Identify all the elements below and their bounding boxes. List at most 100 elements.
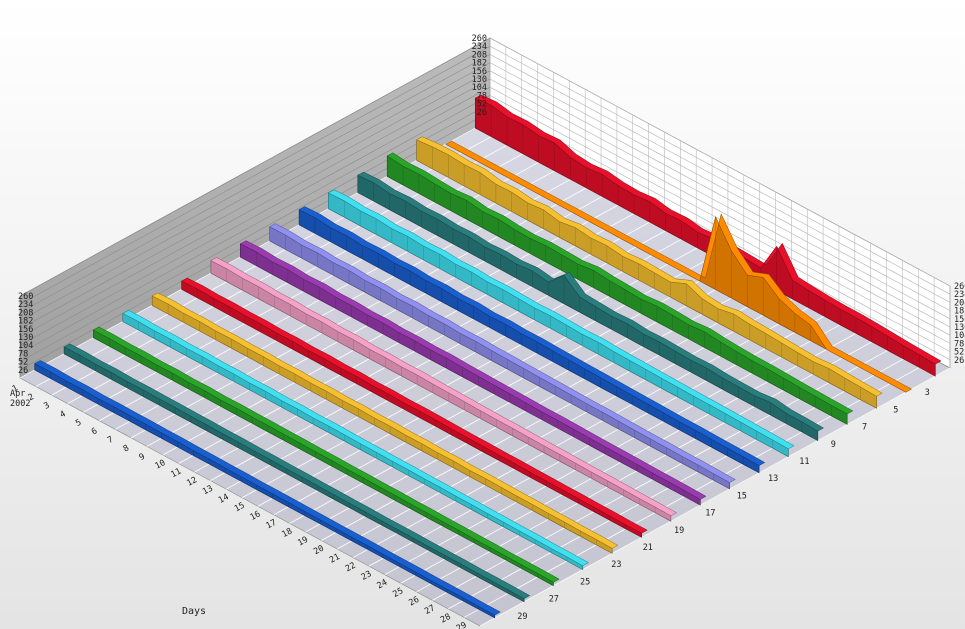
x-tick-label: 5 xyxy=(74,418,83,429)
y-tick-label: 78 xyxy=(954,339,964,349)
x-tick-note: 2002 xyxy=(10,399,30,409)
x-axis-ticks: 1234567891011121314151617181920212223242… xyxy=(10,383,469,629)
y-tick-label: 156 xyxy=(18,325,33,335)
y-tick-label: 182 xyxy=(954,307,965,317)
x-tick-label: 6 xyxy=(90,426,99,437)
y-tick-label: 156 xyxy=(954,315,965,325)
x-tick-label: 21 xyxy=(328,552,342,566)
left-wall-gridline xyxy=(19,37,491,297)
series-ribbon xyxy=(416,136,883,409)
series-top xyxy=(416,136,883,397)
left-wall-gridline xyxy=(19,86,491,346)
series-ribbon xyxy=(239,240,707,506)
x-tick-label: 13 xyxy=(201,484,215,498)
y-tick-label: 208 xyxy=(954,298,965,308)
floor-gridline xyxy=(479,367,951,627)
left-wall-gridline xyxy=(19,95,491,354)
z-tick-label: 19 xyxy=(674,526,684,536)
y-tick-label: 78 xyxy=(18,349,28,359)
x-tick-label: 2 xyxy=(27,392,36,403)
z-tick-label: 3 xyxy=(925,388,930,398)
z-tick-label: 23 xyxy=(611,560,621,570)
x-tick-label: 10 xyxy=(154,458,168,472)
z-tick-label: 15 xyxy=(737,491,747,501)
left-wall-gridline xyxy=(19,111,491,371)
z-tick-label: 7 xyxy=(862,423,867,433)
y-tick-label: 208 xyxy=(472,50,487,60)
left-wall-gridline xyxy=(19,70,491,330)
z-tick-label: 27 xyxy=(549,595,559,605)
x-tick-label: 11 xyxy=(169,467,183,481)
back-wall-gridline xyxy=(489,45,951,295)
y-tick-label: 52 xyxy=(954,348,964,358)
series-ribbon xyxy=(210,257,678,522)
y-tick-label: 130 xyxy=(472,75,487,85)
y-tick-label: 208 xyxy=(18,308,33,318)
series-ribbon xyxy=(92,326,560,587)
y-tick-label: 130 xyxy=(18,333,33,343)
x-tick-label: 12 xyxy=(185,475,199,489)
x-tick-label: 26 xyxy=(407,595,421,609)
left-wall-gridline xyxy=(19,103,491,362)
x-tick-label: 7 xyxy=(106,435,115,446)
x-tick-label: 16 xyxy=(249,509,263,523)
x-tick-label: 14 xyxy=(217,492,231,506)
x-tick-label: 9 xyxy=(138,452,147,463)
back-wall-gridline xyxy=(489,86,951,336)
series-ribbon xyxy=(34,360,501,619)
x-tick-label: 4 xyxy=(58,409,67,420)
back-wall-gridline xyxy=(489,54,951,303)
back-wall-gridline xyxy=(489,70,951,320)
y-tick-label: 156 xyxy=(472,67,487,77)
x-tick-label: 8 xyxy=(122,443,131,454)
series-top xyxy=(210,257,678,517)
y-tick-label: 260 xyxy=(472,34,487,44)
series-ribbon xyxy=(269,223,736,490)
x-tick-label: 28 xyxy=(439,612,453,626)
y-tick-label: 78 xyxy=(477,91,487,101)
back-wall-gridline xyxy=(489,62,951,311)
series-ribbon xyxy=(298,206,766,474)
y-tick-label: 26 xyxy=(954,356,964,366)
x-tick-label: 27 xyxy=(423,603,437,617)
series-ribbon xyxy=(63,343,531,603)
z-tick-label: 17 xyxy=(705,509,715,519)
z-tick-label: 29 xyxy=(517,612,527,622)
y-tick-label: 104 xyxy=(954,331,965,341)
series-top xyxy=(34,360,501,616)
x-tick-label: 17 xyxy=(265,518,279,532)
z-axis-ticks: 3 5 7 9 11 13 15 17 19 21 23 25 27 29 xyxy=(517,388,930,622)
y-tick-label: 130 xyxy=(954,323,965,333)
series-layer xyxy=(34,94,942,619)
x-tick-label: 15 xyxy=(233,501,247,515)
y-tick-label: 182 xyxy=(18,317,33,327)
x-tick-label: 19 xyxy=(296,535,310,549)
y-tick-label: 26 xyxy=(18,366,28,376)
y-tick-label: 182 xyxy=(472,59,487,69)
z-tick-label: 25 xyxy=(580,577,590,587)
x-tick-note: Apr xyxy=(10,389,25,399)
back-wall-gridline xyxy=(489,78,951,328)
series-ribbon xyxy=(386,152,854,425)
z-tick-label: 9 xyxy=(831,440,836,450)
x-tick-label: 24 xyxy=(376,578,390,592)
left-wall-gridline xyxy=(19,54,491,313)
x-tick-label: 23 xyxy=(360,569,374,583)
series-top xyxy=(445,140,913,393)
z-tick-label: 21 xyxy=(643,543,653,553)
x-tick-label: 20 xyxy=(312,544,326,558)
y-tick-label: 104 xyxy=(18,341,33,351)
y-tick-label: 52 xyxy=(477,100,487,110)
y-tick-label: 52 xyxy=(18,358,28,368)
back-wall-gridline xyxy=(489,37,951,287)
series-ribbon xyxy=(474,94,942,377)
left-wall-gridline xyxy=(19,78,491,338)
series-top xyxy=(298,206,766,466)
y-tick-label: 234 xyxy=(954,290,965,300)
left-wall-gridline xyxy=(19,45,491,305)
y-tick-label: 26 xyxy=(477,108,487,118)
